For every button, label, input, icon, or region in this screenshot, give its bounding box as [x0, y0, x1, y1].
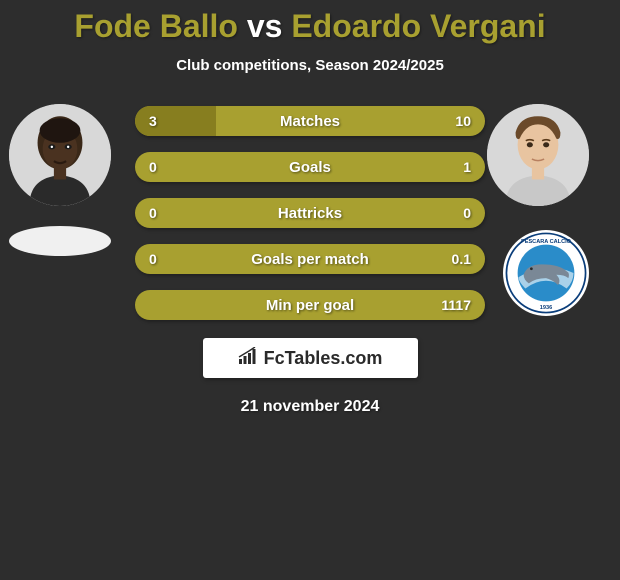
comparison-title: Fode Ballo vs Edoardo Vergani — [0, 8, 620, 45]
player1-avatar — [9, 104, 111, 206]
stat-label: Hattricks — [135, 205, 485, 222]
stat-value-right: 1 — [463, 159, 471, 175]
stat-value-right: 1117 — [441, 297, 471, 313]
comparison-area: PESCARA CALCIO 1936 3Matches100Goals10Ha… — [0, 104, 620, 320]
player2-name: Edoardo Vergani — [291, 8, 545, 44]
player2-avatar — [487, 104, 589, 206]
brand-box: FcTables.com — [203, 338, 418, 378]
stat-label: Goals per match — [135, 251, 485, 268]
date-text: 21 november 2024 — [0, 398, 620, 416]
stat-row: 0Goals1 — [135, 152, 485, 182]
subtitle: Club competitions, Season 2024/2025 — [0, 57, 620, 74]
player1-club-logo — [9, 226, 111, 256]
stat-label: Goals — [135, 159, 485, 176]
svg-text:PESCARA CALCIO: PESCARA CALCIO — [521, 239, 572, 245]
svg-text:1936: 1936 — [540, 305, 552, 311]
player1-name: Fode Ballo — [74, 8, 238, 44]
stat-row: 0Hattricks0 — [135, 198, 485, 228]
vs-text: vs — [247, 8, 283, 44]
stat-row: 3Matches10 — [135, 106, 485, 136]
stat-value-right: 0 — [463, 205, 471, 221]
chart-icon — [238, 347, 260, 370]
stat-row: Min per goal1117 — [135, 290, 485, 320]
stat-value-right: 0.1 — [452, 251, 471, 267]
stat-label: Matches — [135, 113, 485, 130]
stat-row: 0Goals per match0.1 — [135, 244, 485, 274]
stat-label: Min per goal — [135, 297, 485, 314]
brand-text: FcTables.com — [264, 348, 383, 369]
player2-club-logo: PESCARA CALCIO 1936 — [503, 230, 589, 316]
stat-value-right: 10 — [455, 113, 471, 129]
stat-rows: 3Matches100Goals10Hattricks00Goals per m… — [135, 104, 485, 320]
